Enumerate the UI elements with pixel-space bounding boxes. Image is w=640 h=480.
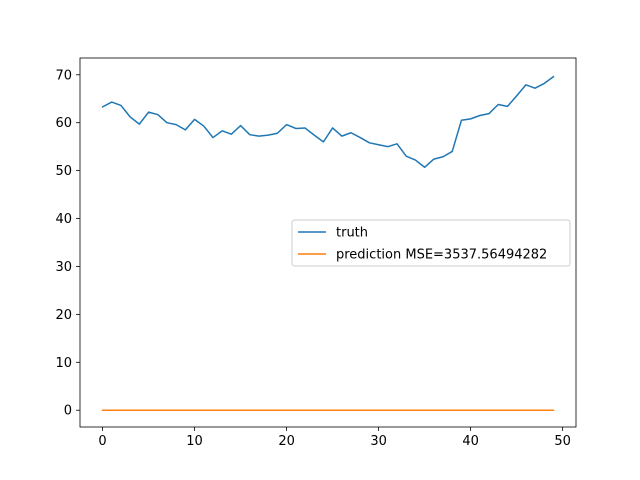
y-tick-label: 30: [55, 260, 72, 275]
x-tick-label: 10: [186, 434, 203, 449]
y-tick-label: 50: [55, 164, 72, 179]
y-tick-label: 20: [55, 308, 72, 323]
y-tick-label: 10: [55, 356, 72, 371]
plot-frame: [79, 57, 577, 428]
legend-box: [291, 219, 571, 267]
y-tick-label: 40: [55, 212, 72, 227]
series-line-0: [101, 75, 555, 169]
y-tick-label: 0: [64, 404, 72, 419]
x-tick-label: 40: [462, 434, 479, 449]
legend-label-1: prediction MSE=3537.56494282: [336, 248, 547, 263]
legend: truth prediction MSE=3537.56494282: [291, 219, 571, 267]
y-tick-label: 60: [55, 116, 72, 131]
x-tick-label: 50: [554, 434, 571, 449]
x-tick-label: 0: [98, 434, 106, 449]
y-tick-label: 70: [55, 68, 72, 83]
x-tick-label: 20: [278, 434, 295, 449]
series-layer: [101, 75, 555, 411]
legend-label-0: truth: [336, 226, 368, 241]
axes-layer: 0 10 20 30 40 50 0 10 20 30 40 50 60 70: [55, 57, 577, 449]
x-tick-label: 30: [370, 434, 387, 449]
